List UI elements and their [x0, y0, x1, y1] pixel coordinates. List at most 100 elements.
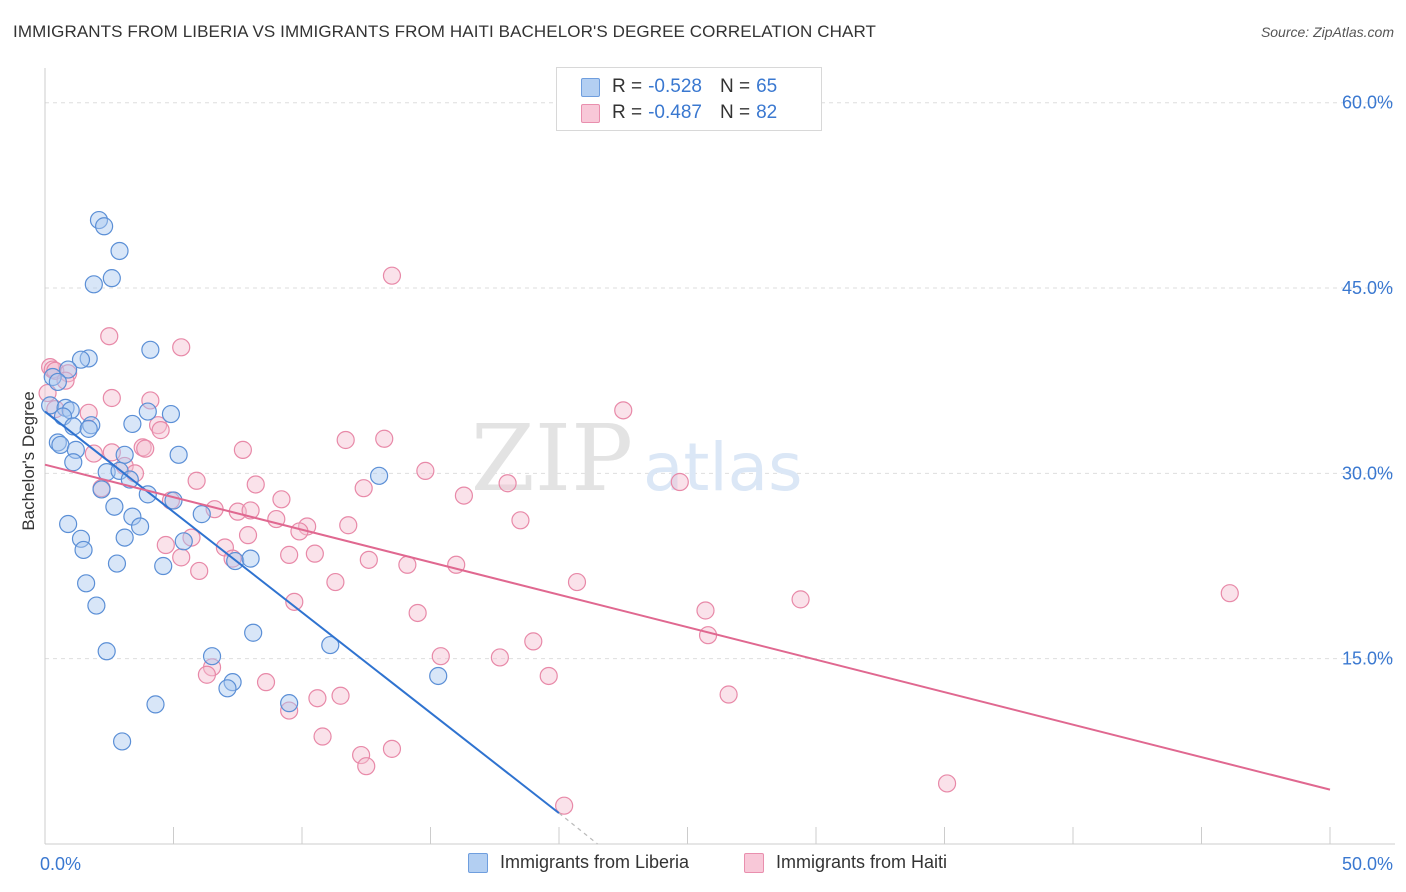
liberia-swatch — [581, 77, 600, 97]
haiti-points — [38, 266, 1239, 815]
data-point — [192, 505, 211, 524]
data-point — [555, 796, 574, 815]
data-point — [172, 548, 191, 567]
data-point — [490, 648, 509, 667]
haiti-trend-line — [44, 463, 1331, 791]
data-point — [614, 401, 633, 420]
data-point — [241, 549, 260, 568]
data-point — [233, 440, 252, 459]
data-point — [100, 327, 119, 346]
data-point — [95, 217, 114, 236]
data-point — [308, 689, 327, 708]
data-point — [539, 666, 558, 686]
data-point — [238, 526, 258, 545]
data-point — [71, 529, 91, 548]
data-point — [115, 445, 134, 464]
liberia-trend-extension — [558, 812, 598, 845]
watermark: ZIP atlas — [471, 405, 803, 512]
data-point — [313, 727, 332, 746]
legend-n-label: N = — [719, 102, 751, 123]
data-point — [130, 517, 150, 536]
data-point — [156, 535, 175, 555]
data-point — [151, 421, 170, 440]
data-point — [141, 391, 160, 410]
data-point — [202, 647, 222, 666]
data-point — [174, 532, 193, 551]
data-point — [375, 429, 394, 448]
data-point — [79, 349, 98, 368]
data-point — [382, 739, 402, 758]
data-point — [244, 623, 263, 642]
watermark-zip: ZIP — [471, 405, 633, 512]
data-point — [272, 490, 291, 509]
data-point — [280, 545, 299, 564]
data-point — [354, 479, 373, 498]
data-point — [112, 732, 132, 751]
axis-labels: 15.0% 30.0% 45.0% 60.0% 0.0% 50.0% Bachelor's … — [19, 93, 1393, 874]
data-point — [285, 592, 304, 611]
data-point — [937, 774, 957, 793]
data-point — [48, 372, 67, 392]
data-point — [64, 453, 83, 472]
data-point — [102, 269, 121, 288]
data-point — [429, 666, 448, 686]
data-point — [59, 360, 78, 379]
data-point — [698, 626, 718, 645]
correlation-legend: R = -0.528 N = 65 R = -0.487 N = 82 — [556, 67, 822, 131]
y-tick-label: 45.0% — [1342, 278, 1393, 298]
data-point — [107, 554, 127, 573]
data-point — [408, 603, 427, 623]
y-tick-label: 30.0% — [1342, 463, 1393, 483]
data-point — [511, 511, 530, 530]
legend-label-liberia: Immigrants from Liberia — [500, 852, 690, 872]
data-point — [51, 435, 70, 455]
liberia-swatch — [468, 852, 488, 873]
data-point — [416, 461, 435, 480]
data-point — [719, 685, 738, 704]
data-point — [141, 340, 160, 359]
legend-row-liberia: R = -0.528 N = 65 — [581, 75, 777, 99]
trend-lines — [44, 410, 1331, 845]
data-point — [148, 416, 168, 435]
data-point — [498, 474, 517, 493]
data-point — [154, 556, 173, 576]
haiti-swatch — [581, 103, 600, 123]
data-point — [218, 679, 237, 698]
data-point — [105, 497, 124, 516]
data-point — [791, 590, 810, 609]
y-tick-label: 60.0% — [1342, 93, 1393, 113]
source-label: Source: ZipAtlas.com — [1260, 24, 1394, 40]
axes — [44, 68, 1395, 845]
data-point — [197, 665, 217, 684]
legend-n-value: 82 — [756, 102, 778, 123]
x-tick-label-max: 50.0% — [1342, 854, 1393, 874]
data-point — [331, 686, 350, 705]
chart-title: IMMIGRANTS FROM LIBERIA VS IMMIGRANTS FR… — [13, 22, 876, 41]
legend-row-haiti: R = -0.487 N = 82 — [581, 101, 777, 125]
data-point — [454, 486, 474, 505]
data-point — [84, 444, 103, 463]
data-point — [79, 419, 98, 438]
data-point — [74, 540, 93, 560]
data-point — [256, 673, 276, 692]
data-point — [97, 642, 116, 661]
data-point — [187, 471, 206, 490]
data-point — [169, 445, 188, 464]
gridlines — [45, 102, 1395, 660]
data-point — [357, 757, 376, 776]
y-tick-label: 15.0% — [1342, 649, 1393, 669]
legend-n-label: N = — [719, 76, 751, 97]
legend-r-value: -0.528 — [648, 76, 702, 97]
data-point — [321, 635, 340, 655]
data-point — [41, 396, 60, 415]
data-point — [136, 439, 155, 458]
y-axis-title: Bachelor's Degree — [19, 391, 38, 530]
data-point — [670, 472, 689, 492]
data-point — [146, 695, 165, 714]
liberia-points — [41, 210, 448, 751]
legend-label-haiti: Immigrants from Haiti — [776, 852, 948, 872]
series-legend: Immigrants from Liberia Immigrants from … — [0, 852, 1406, 876]
data-point — [359, 550, 378, 569]
data-point — [352, 745, 371, 765]
legend-r-label: R = — [612, 76, 643, 97]
